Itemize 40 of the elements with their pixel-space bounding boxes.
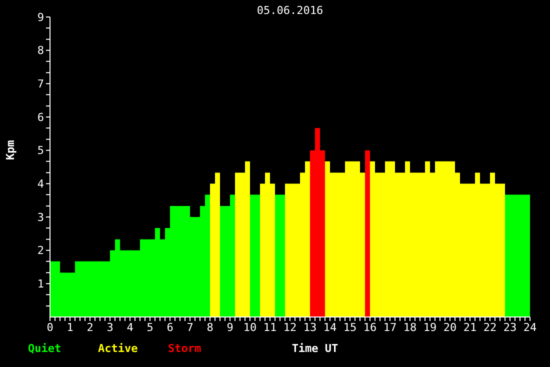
x-axis-title: Time UT (290, 342, 340, 355)
y-tick-label: 3 (37, 210, 44, 224)
y-tick-label: 9 (37, 10, 44, 24)
x-tick-label: 19 (423, 320, 437, 334)
x-tick-label: 14 (323, 320, 337, 334)
x-tick-label: 2 (86, 320, 94, 334)
x-tick-label: 5 (146, 320, 154, 334)
text: Active (98, 342, 139, 355)
x-tick-label: 18 (403, 320, 417, 334)
x-tick-label: 17 (383, 320, 397, 334)
x-tick-label: 21 (463, 320, 477, 334)
x-tick-label: 4 (126, 320, 134, 334)
y-tick-label: 7 (37, 78, 44, 91)
x-tick-label: 3 (106, 320, 114, 334)
x-tick-label: 23 (503, 320, 517, 334)
x-tick-label: 16 (363, 320, 377, 334)
y-tick-label: 5 (37, 144, 44, 158)
x-tick-label: 10 (243, 320, 257, 334)
y-tick-label: 2 (37, 244, 44, 258)
x-tick-label: 7 (186, 320, 194, 334)
chart-title: 05.06.2016 (256, 4, 324, 17)
x-tick-label: 1 (66, 320, 74, 334)
x-tick-label: 12 (283, 320, 297, 334)
y-tick-label: 6 (37, 110, 44, 124)
text: Quiet (28, 342, 62, 355)
x-tick-label: 20 (443, 320, 457, 334)
x-tick-label: 24 (523, 320, 537, 334)
x-tick-label: 15 (343, 320, 357, 334)
x-tick-label: 6 (166, 320, 174, 334)
y-tick-label: 4 (37, 178, 44, 191)
y-axis-title: Kpm (4, 140, 17, 160)
x-tick-label: 9 (226, 320, 234, 334)
x-tick-label: 13 (303, 320, 317, 334)
y-tick-label: 1 (37, 278, 44, 291)
x-tick-label: 11 (263, 320, 277, 334)
x-tick-label: 22 (483, 320, 497, 334)
x-tick-label: 8 (206, 320, 214, 334)
y-tick-label: 8 (37, 44, 44, 58)
text: Storm (168, 342, 202, 355)
x-tick-label: 0 (46, 320, 54, 334)
